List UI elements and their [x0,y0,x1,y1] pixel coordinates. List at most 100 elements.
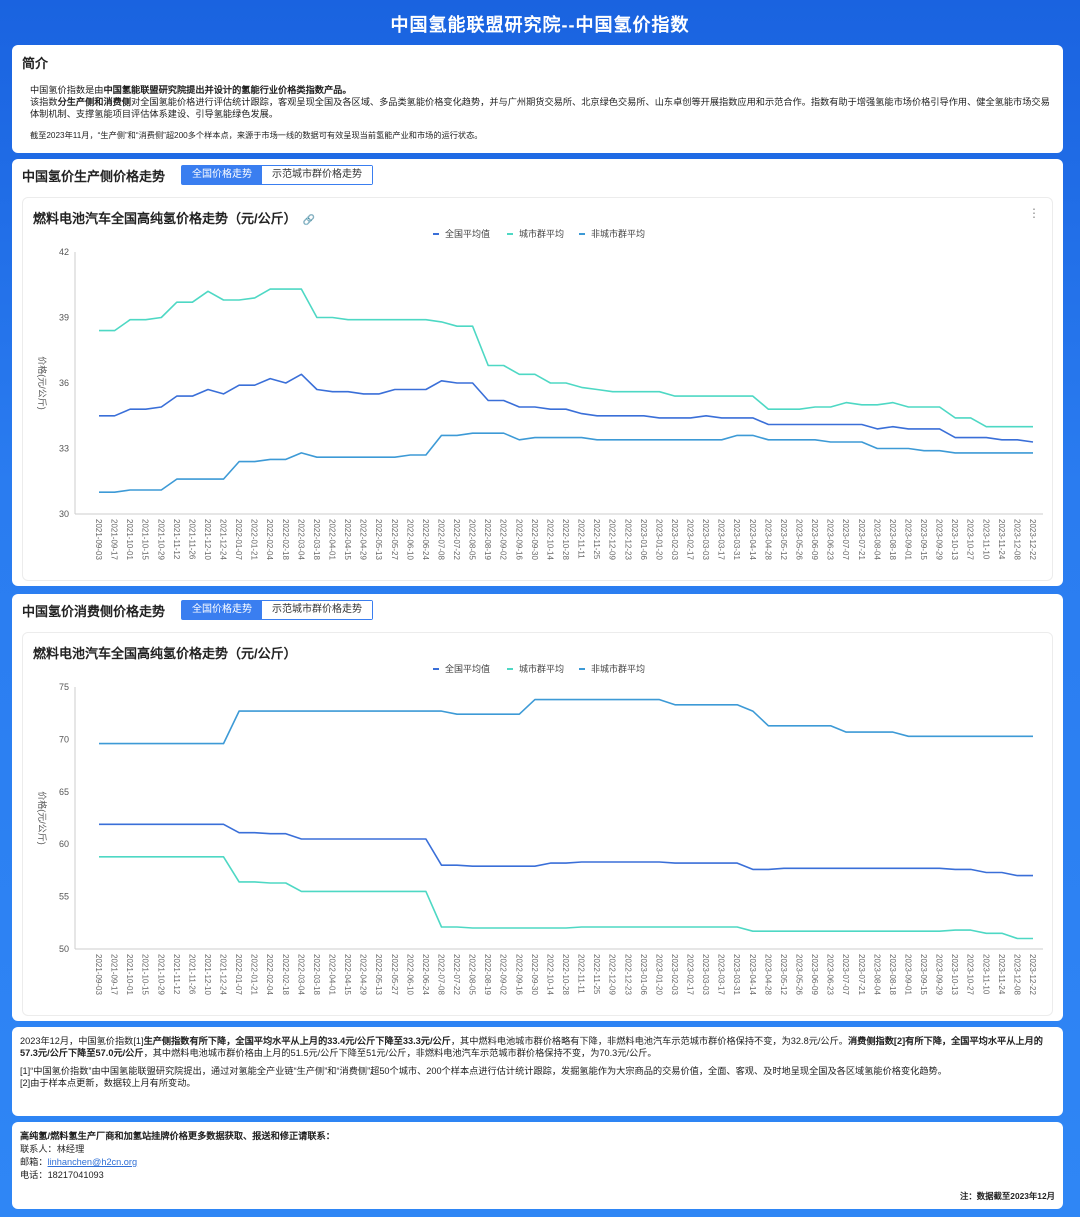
production-tabs: 全国价格走势 示范城市群价格走势 [181,165,374,185]
x-tick-label: 2023-06-09 [810,954,819,995]
x-tick-label: 2021-10-15 [141,954,150,995]
summary-text: ，其中燃料电池城市群价格由上月的51.5元/公斤下降至51元/公斤，非燃料电池汽… [143,1048,657,1058]
link-icon[interactable]: 🔗 [302,215,316,226]
x-tick-label: 2022-04-29 [359,954,368,995]
x-tick-label: 2023-03-31 [732,954,741,995]
x-tick-label: 2023-04-14 [748,954,757,995]
series-line [99,288,1033,428]
more-options-icon[interactable]: ⋮ [1028,206,1040,220]
contact-heading: 高纯氢/燃料氢生产厂商和加氢站挂牌价格更多数据获取、报送和修正请联系： [20,1131,335,1141]
x-tick-label: 2023-02-17 [686,519,695,560]
production-chart-title: 燃料电池汽车全国高纯氢价格走势（元/公斤） 🔗 [33,208,315,227]
x-tick-label: 2021-09-03 [94,519,103,560]
x-tick-label: 2022-06-24 [421,519,430,560]
x-tick-label: 2021-10-29 [156,519,165,560]
x-tick-label: 2022-12-23 [623,954,632,995]
contact-email-row: 邮箱：linhanchen@h2cn.org [20,1156,1055,1169]
consumption-chart-title: 燃料电池汽车全国高纯氢价格走势（元/公斤） [33,643,297,662]
tab-demo-city-price-trend[interactable]: 示范城市群价格走势 [262,601,373,619]
x-tick-label: 2023-04-28 [763,954,772,995]
x-tick-label: 2022-10-28 [561,519,570,560]
x-tick-label: 2023-08-18 [888,519,897,560]
x-tick-label: 2023-01-20 [654,519,663,560]
production-section-title: 中国氢价生产侧价格走势 [22,168,166,184]
contact-phone-row: 电话：18217041093 [20,1169,1055,1182]
x-tick-label: 2022-05-13 [374,519,383,560]
tab-national-price-trend[interactable]: 全国价格走势 [182,601,263,619]
x-tick-label: 2022-02-18 [281,519,290,560]
contact-phone-label: 电话： [20,1170,48,1180]
x-tick-label: 2023-05-12 [779,954,788,995]
x-tick-label: 2023-06-23 [826,954,835,995]
legend-label: 城市群平均 [519,228,564,239]
contact-person: 林经理 [56,1144,85,1154]
x-tick-label: 2021-09-17 [110,954,119,995]
x-tick-label: 2023-12-08 [1012,954,1021,995]
y-axis-label: 价格(元/公斤) [37,356,48,410]
y-tick-label: 70 [59,734,69,744]
production-header: 中国氢价生产侧价格走势 全国价格走势 示范城市群价格走势 [22,165,374,185]
x-tick-label: 2022-05-13 [374,954,383,995]
consumption-tabs: 全国价格走势 示范城市群价格走势 [181,600,374,620]
x-tick-label: 2022-04-01 [328,954,337,995]
x-tick-label: 2023-01-06 [639,519,648,560]
x-tick-label: 2022-11-25 [592,519,601,560]
x-tick-label: 2023-12-22 [1028,519,1037,560]
consumption-chart-box: 燃料电池汽车全国高纯氢价格走势（元/公斤） 全国平均值 城市群平均 非城市群平均 50… [22,632,1053,1016]
x-tick-label: 2022-09-02 [499,954,508,995]
x-tick-label: 2023-03-17 [717,954,726,995]
x-tick-label: 2022-02-18 [281,954,290,995]
x-tick-label: 2022-07-08 [436,519,445,560]
x-tick-label: 2022-01-07 [234,954,243,995]
x-tick-label: 2022-04-01 [328,519,337,560]
series-line [99,698,1033,745]
x-tick-label: 2022-09-30 [530,519,539,560]
x-tick-label: 2022-09-30 [530,954,539,995]
summary-card: 2023年12月，中国氢价指数[1]生产侧指数有所下降，全国平均水平从上月的33… [12,1027,1063,1116]
x-tick-label: 2022-03-18 [312,519,321,560]
x-tick-label: 2023-07-07 [841,954,850,995]
x-tick-label: 2023-09-01 [903,954,912,995]
production-chart: 全国平均值 城市群平均 非城市群平均 30 33 36 39 42 价格(元/公斤) 2021-0… [37,228,1043,560]
y-tick-label: 55 [59,892,69,902]
x-tick-label: 2022-08-19 [483,954,492,995]
x-tick-label: 2023-11-10 [981,519,990,560]
intro-line2-bold: 分生产侧和消费侧 [57,97,132,107]
intro-line1-pre: 中国氢价指数是由 [30,85,104,95]
consumption-section-title: 中国氢价消费侧价格走势 [22,603,166,619]
summary-bold: 生产侧指数有所下降，全国平均水平从上月的33.4元/公斤下降至33.3元/公斤 [143,1036,451,1046]
intro-line2-pre: 该指数 [30,97,58,107]
x-tick-label: 2022-12-23 [623,519,632,560]
x-tick-label: 2023-03-03 [701,519,710,560]
x-tick-label: 2023-09-15 [919,954,928,995]
x-tick-label: 2023-12-22 [1028,954,1037,995]
tab-demo-city-price-trend[interactable]: 示范城市群价格走势 [262,166,373,184]
x-tick-label: 2023-06-09 [810,519,819,560]
x-tick-label: 2023-01-06 [639,954,648,995]
consumption-header: 中国氢价消费侧价格走势 全国价格走势 示范城市群价格走势 [22,600,374,620]
x-tick-label: 2022-08-05 [468,954,477,995]
x-tick-label: 2022-10-14 [545,519,554,560]
x-tick-label: 2021-09-03 [94,954,103,995]
x-tick-label: 2022-12-09 [608,954,617,995]
x-tick-label: 2021-10-15 [141,519,150,560]
x-tick-label: 2022-10-28 [561,954,570,995]
contact-email-link[interactable]: linhanchen@h2cn.org [47,1157,138,1167]
x-tick-label: 2022-09-16 [514,519,523,560]
x-tick-label: 2021-10-29 [156,954,165,995]
x-tick-label: 2022-03-04 [296,519,305,560]
x-tick-label: 2021-10-01 [125,519,134,560]
x-tick-label: 2021-12-10 [203,954,212,995]
x-tick-label: 2021-11-12 [172,954,181,995]
y-axis-label: 价格(元/公斤) [37,791,48,845]
x-tick-label: 2022-01-21 [250,954,259,995]
summary-paragraph: 2023年12月，中国氢价指数[1]生产侧指数有所下降，全国平均水平从上月的33… [20,1035,1055,1059]
contact-card: 高纯氢/燃料氢生产厂商和加氢站挂牌价格更多数据获取、报送和修正请联系： 联系人：… [12,1122,1063,1209]
x-tick-label: 2021-10-01 [125,954,134,995]
y-tick-label: 60 [59,839,69,849]
consumption-chart: 全国平均值 城市群平均 非城市群平均 50 55 60 65 70 75 价格(元/公斤) 2021… [37,663,1043,995]
x-tick-label: 2021-11-26 [187,954,196,995]
tab-national-price-trend[interactable]: 全国价格走势 [182,166,263,184]
page-title: 中国氢能联盟研究院--中国氢价指数 [390,15,690,35]
x-tick-label: 2021-11-12 [172,519,181,560]
